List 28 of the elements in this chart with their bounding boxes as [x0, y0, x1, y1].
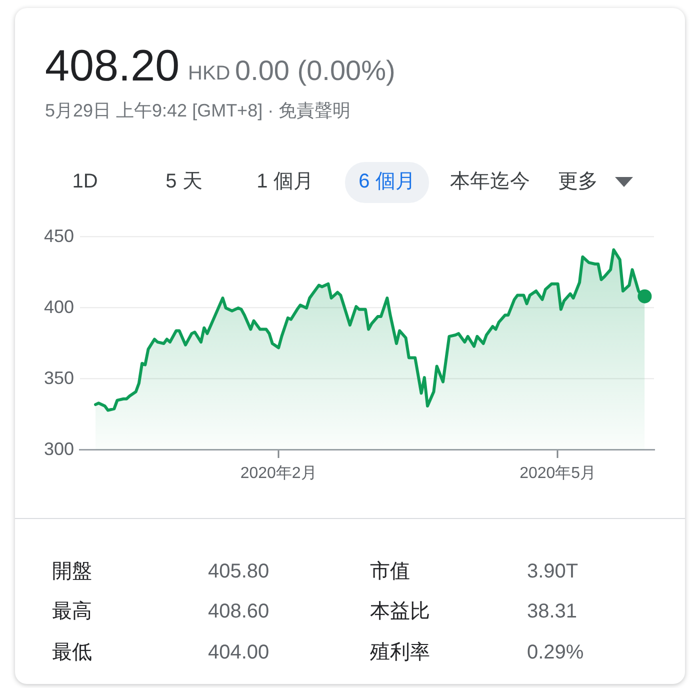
chart-title: 408.20 — [45, 42, 180, 92]
text: 本年迄今 — [450, 170, 530, 194]
text: HKD — [188, 62, 230, 86]
y-tick-label: 400 — [44, 296, 74, 317]
text: 1 個月 — [256, 170, 314, 194]
text: 最高 — [52, 600, 92, 624]
chart-subtitle: 5月29日 上午9:42 [GMT+8] · 免責聲明 — [45, 100, 351, 122]
text: 38.31 — [527, 600, 578, 624]
x-tick-label: 2020年2月 — [240, 465, 317, 482]
text: 404.00 — [208, 642, 270, 664]
text: 0.00 (0.00%) — [235, 54, 396, 88]
text: 更多 — [558, 170, 598, 194]
text: 開盤 — [52, 560, 92, 584]
text: 5 天 — [166, 170, 202, 194]
text: 最低 — [52, 642, 92, 664]
text: 408.60 — [208, 600, 270, 624]
text: 1D — [72, 170, 98, 194]
x-tick-label: 2020年5月 — [520, 465, 596, 482]
text: 市值 — [370, 560, 410, 584]
text: 殖利率 — [370, 642, 430, 664]
y-tick-label: 350 — [44, 368, 74, 388]
text: 0.29% — [527, 642, 584, 664]
text: 本益比 — [370, 600, 430, 624]
y-tick-label: 450 — [44, 226, 74, 246]
text: 405.80 — [208, 560, 270, 584]
y-tick-label: 300 — [44, 438, 74, 459]
text: 6 個月 — [358, 170, 416, 194]
text: 3.90T — [527, 560, 578, 584]
